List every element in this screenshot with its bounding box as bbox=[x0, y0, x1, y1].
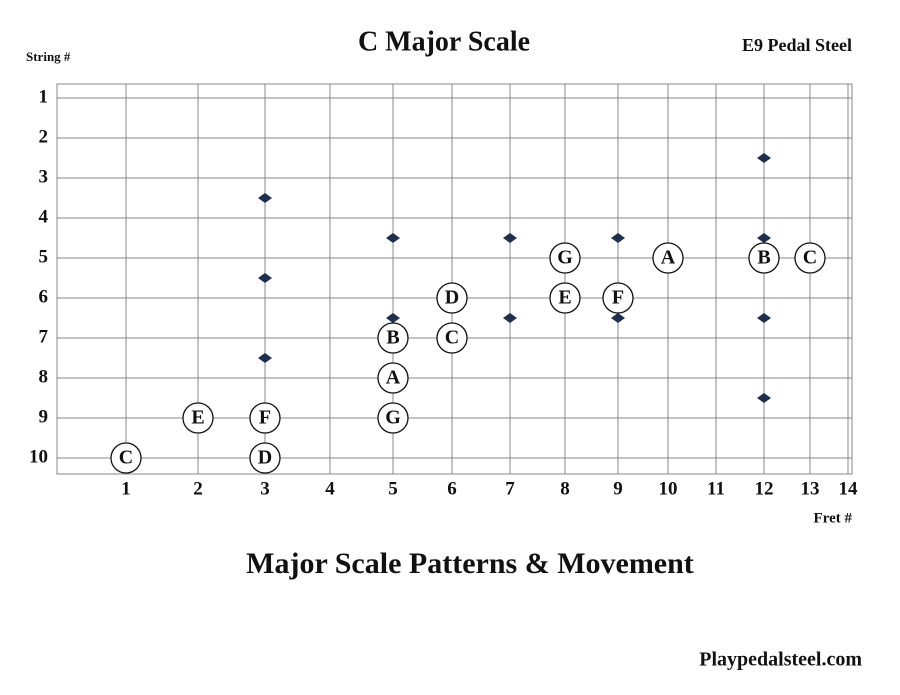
subtitle: Major Scale Patterns & Movement bbox=[246, 547, 694, 580]
note-label: G bbox=[557, 247, 573, 269]
fret-label: 3 bbox=[260, 478, 270, 499]
position-marker bbox=[386, 233, 400, 243]
note-circle bbox=[377, 362, 409, 394]
note-label: B bbox=[757, 247, 770, 269]
fret-label: 2 bbox=[193, 478, 203, 499]
fret-label: 4 bbox=[325, 478, 335, 499]
position-marker bbox=[503, 313, 517, 323]
title: C Major Scale bbox=[358, 26, 530, 57]
position-marker bbox=[258, 353, 272, 363]
fret-label: 7 bbox=[505, 478, 515, 499]
string-label: 1 bbox=[39, 86, 49, 107]
note-circle bbox=[549, 282, 581, 314]
fret-label: 6 bbox=[447, 478, 457, 499]
fret-label: 9 bbox=[613, 478, 623, 499]
note-circle bbox=[652, 242, 684, 274]
fret-label: 10 bbox=[659, 478, 678, 499]
note-circle bbox=[436, 322, 468, 354]
position-marker bbox=[757, 313, 771, 323]
note-label: D bbox=[445, 287, 459, 309]
note-label: B bbox=[386, 327, 399, 349]
note-circle bbox=[436, 282, 468, 314]
board-frame bbox=[56, 83, 853, 475]
instrument: E9 Pedal Steel bbox=[742, 35, 852, 55]
note-label: A bbox=[661, 247, 676, 269]
note-circle bbox=[110, 442, 142, 474]
note-circle bbox=[249, 442, 281, 474]
fret-label: 8 bbox=[560, 478, 570, 499]
x-axis-label: Fret # bbox=[814, 510, 853, 526]
note-circle bbox=[249, 402, 281, 434]
string-label: 2 bbox=[39, 126, 49, 147]
position-marker bbox=[757, 153, 771, 163]
note-label: F bbox=[259, 407, 271, 429]
note-circle bbox=[182, 402, 214, 434]
note-label: C bbox=[445, 327, 459, 349]
position-marker bbox=[258, 193, 272, 203]
string-label: 4 bbox=[39, 206, 49, 227]
note-circle bbox=[377, 402, 409, 434]
fret-label: 1 bbox=[121, 478, 131, 499]
string-label: 5 bbox=[39, 246, 49, 267]
note-label: F bbox=[612, 287, 624, 309]
note-label: C bbox=[803, 247, 817, 269]
position-marker bbox=[611, 233, 625, 243]
fret-label: 13 bbox=[801, 478, 820, 499]
note-circle bbox=[794, 242, 826, 274]
note-circle bbox=[377, 322, 409, 354]
note-label: A bbox=[386, 367, 401, 389]
fret-label: 11 bbox=[707, 478, 725, 499]
note-label: G bbox=[385, 407, 401, 429]
position-marker bbox=[611, 313, 625, 323]
fret-label: 5 bbox=[388, 478, 398, 499]
note-label: E bbox=[558, 287, 571, 309]
y-axis-label: String # bbox=[26, 49, 71, 64]
position-marker bbox=[386, 313, 400, 323]
note-circle bbox=[549, 242, 581, 274]
note-label: D bbox=[258, 447, 272, 469]
position-marker bbox=[503, 233, 517, 243]
string-label: 9 bbox=[39, 406, 49, 427]
position-marker bbox=[258, 273, 272, 283]
string-label: 7 bbox=[39, 326, 49, 347]
fret-label: 14 bbox=[839, 478, 859, 499]
note-circle bbox=[602, 282, 634, 314]
string-label: 3 bbox=[39, 166, 49, 187]
note-circle bbox=[748, 242, 780, 274]
position-marker bbox=[757, 233, 771, 243]
fret-label: 12 bbox=[755, 478, 774, 499]
note-label: E bbox=[191, 407, 204, 429]
string-label: 6 bbox=[39, 286, 49, 307]
string-label: 8 bbox=[39, 366, 49, 387]
string-label: 10 bbox=[29, 446, 48, 467]
footer: Playpedalsteel.com bbox=[699, 649, 862, 671]
position-marker bbox=[757, 393, 771, 403]
note-label: C bbox=[119, 447, 133, 469]
